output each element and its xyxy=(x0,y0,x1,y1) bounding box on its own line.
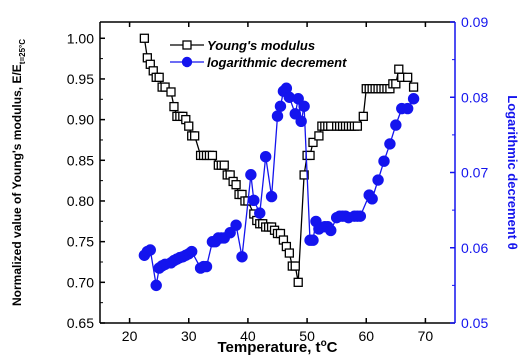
y-right-tick-label: 0.09 xyxy=(461,14,488,30)
data-point-young-s-modulus xyxy=(391,79,401,89)
data-point-logarithmic-decrement xyxy=(307,234,319,246)
data-point-young-s-modulus xyxy=(219,160,229,170)
data-point-logarithmic-decrement xyxy=(298,100,310,112)
y-axis-right-label: Logarithmic decrement θ xyxy=(505,95,520,249)
data-point-logarithmic-decrement xyxy=(354,210,367,222)
series-line-young-s-modulus xyxy=(143,38,415,283)
y-left-tick-label: 0.95 xyxy=(67,71,94,87)
data-point-young-s-modulus xyxy=(169,101,179,112)
data-point-young-s-modulus xyxy=(358,111,368,122)
y-right-tick-label: 0.06 xyxy=(461,240,488,256)
data-point-logarithmic-decrement xyxy=(254,207,266,219)
data-point-logarithmic-decrement xyxy=(230,219,242,231)
data-point-logarithmic-decrement xyxy=(224,227,236,239)
data-point-logarithmic-decrement xyxy=(384,138,396,150)
y-left-tick-label: 0.85 xyxy=(67,152,94,168)
data-point-young-s-modulus xyxy=(160,82,170,92)
data-point-logarithmic-decrement xyxy=(144,244,156,256)
x-axis-label: Temperature, toC xyxy=(217,338,337,356)
data-point-logarithmic-decrement xyxy=(390,119,402,131)
data-point-logarithmic-decrement xyxy=(259,150,272,163)
x-tick-label: 20 xyxy=(122,328,138,344)
y-axis-right: 0.05 0.06 0.07 0.08 0.09 xyxy=(450,14,488,331)
legend-label-logarithmic-decrement: logarithmic decrement xyxy=(207,55,347,70)
x-axis-label-main: Temperature, t xyxy=(217,339,320,356)
data-point-logarithmic-decrement xyxy=(200,260,213,273)
data-point-young-s-modulus xyxy=(299,170,309,180)
y-right-tick-label: 0.08 xyxy=(461,89,488,105)
x-tick-label: 50 xyxy=(299,328,315,344)
data-point-logarithmic-decrement xyxy=(245,169,257,181)
legend-marker-youngs-modulus xyxy=(182,40,192,50)
data-point-young-s-modulus xyxy=(290,261,300,271)
data-point-young-s-modulus xyxy=(308,137,318,148)
data-point-logarithmic-decrement xyxy=(248,194,260,207)
x-tick-label: 70 xyxy=(418,328,434,344)
data-point-logarithmic-decrement xyxy=(150,279,162,292)
y-right-tick-label: 0.07 xyxy=(461,165,488,181)
x-tick-label: 40 xyxy=(240,328,256,344)
y-axis-left: 0.65 0.70 0.75 0.80 0.85 0.90 0.95 1.00 xyxy=(67,30,105,331)
data-point-logarithmic-decrement xyxy=(401,102,414,115)
data-point-logarithmic-decrement xyxy=(265,190,278,203)
data-point-young-s-modulus xyxy=(314,131,324,141)
y-left-tick-label: 0.80 xyxy=(67,193,94,209)
data-point-young-s-modulus xyxy=(231,180,241,190)
data-point-logarithmic-decrement xyxy=(325,224,337,237)
data-point-young-s-modulus xyxy=(352,121,363,131)
y-axis-left-label-main: Normalized value of Young's modulus, E/E xyxy=(10,64,24,306)
legend-label-youngs-modulus: Young's modulus xyxy=(207,38,315,53)
y-left-tick-label: 1.00 xyxy=(67,30,94,46)
plot-frame xyxy=(99,21,456,324)
data-point-young-s-modulus xyxy=(394,64,404,74)
data-point-logarithmic-decrement xyxy=(236,251,248,263)
x-tick-label: 60 xyxy=(358,328,374,344)
data-point-young-s-modulus xyxy=(190,131,200,141)
data-point-logarithmic-decrement xyxy=(292,93,304,105)
x-axis: 20 30 40 50 60 70 xyxy=(122,22,434,344)
y-axis-left-label-sub: t=25°C xyxy=(18,39,27,64)
data-point-young-s-modulus xyxy=(154,72,164,82)
data-point-young-s-modulus xyxy=(408,82,419,92)
data-point-logarithmic-decrement xyxy=(378,155,390,167)
data-point-logarithmic-decrement xyxy=(295,115,307,128)
legend: Young's modulus logarithmic decrement xyxy=(170,38,347,70)
y-axis-left-label: Normalized value of Young's modulus, E/E… xyxy=(10,39,27,306)
data-point-young-s-modulus xyxy=(139,33,150,43)
data-point-logarithmic-decrement xyxy=(366,193,378,205)
data-point-logarithmic-decrement xyxy=(289,108,301,120)
y-left-tick-label: 0.70 xyxy=(67,274,94,290)
data-point-logarithmic-decrement xyxy=(407,93,420,105)
data-point-logarithmic-decrement xyxy=(372,174,384,186)
x-axis-label-sup: o xyxy=(321,338,327,349)
y-left-tick-label: 0.65 xyxy=(67,315,94,331)
data-point-young-s-modulus xyxy=(305,150,315,161)
x-axis-label-tail: C xyxy=(327,339,338,356)
x-tick-label: 30 xyxy=(181,328,197,344)
series-layer xyxy=(138,33,420,292)
data-point-young-s-modulus xyxy=(207,150,218,161)
data-point-logarithmic-decrement xyxy=(274,100,287,112)
data-point-young-s-modulus xyxy=(403,72,413,82)
legend-marker-logarithmic-decrement xyxy=(181,56,193,68)
data-point-young-s-modulus xyxy=(184,121,194,131)
data-point-young-s-modulus xyxy=(284,248,294,258)
data-point-young-s-modulus xyxy=(166,87,176,97)
data-point-young-s-modulus xyxy=(293,277,303,287)
y-right-tick-label: 0.05 xyxy=(461,315,488,331)
data-point-logarithmic-decrement xyxy=(271,110,284,122)
y-left-tick-label: 0.90 xyxy=(67,112,94,128)
data-point-logarithmic-decrement xyxy=(186,245,198,258)
y-left-tick-label: 0.75 xyxy=(67,234,94,250)
